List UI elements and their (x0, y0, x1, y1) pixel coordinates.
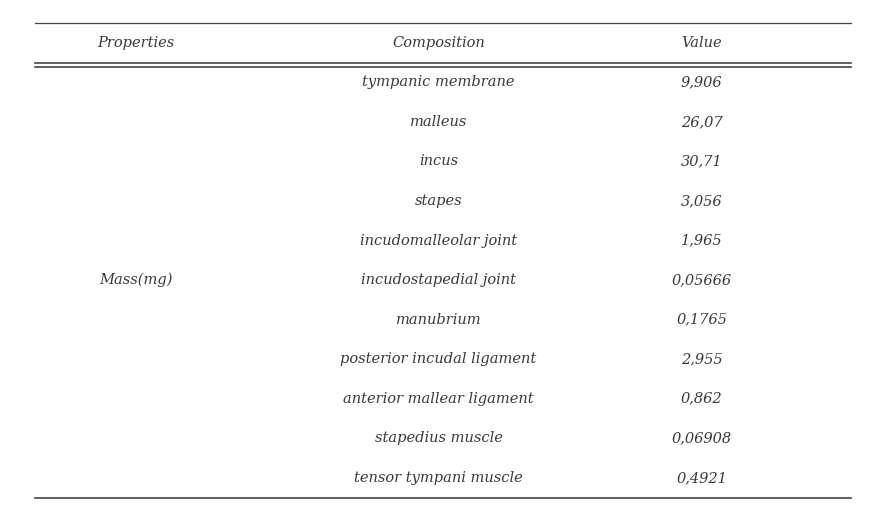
Text: 30,71: 30,71 (681, 155, 723, 168)
Text: 0,06908: 0,06908 (672, 431, 731, 445)
Text: Properties: Properties (97, 36, 175, 50)
Text: 0,1765: 0,1765 (676, 313, 727, 327)
Text: incudomalleolar joint: incudomalleolar joint (360, 233, 517, 248)
Text: 26,07: 26,07 (681, 115, 723, 129)
Text: Value: Value (681, 36, 722, 50)
Text: 3,056: 3,056 (681, 194, 723, 208)
Text: tensor tympani muscle: tensor tympani muscle (354, 471, 523, 485)
Text: 0,4921: 0,4921 (676, 471, 727, 485)
Text: manubrium: manubrium (396, 313, 481, 327)
Text: stapes: stapes (415, 194, 462, 208)
Text: 0,05666: 0,05666 (672, 273, 731, 287)
Text: stapedius muscle: stapedius muscle (374, 431, 503, 445)
Text: anterior mallear ligament: anterior mallear ligament (343, 392, 534, 406)
Text: tympanic membrane: tympanic membrane (362, 75, 515, 90)
Text: Composition: Composition (392, 36, 485, 50)
Text: 0,862: 0,862 (681, 392, 723, 406)
Text: incudostapedial joint: incudostapedial joint (361, 273, 516, 287)
Text: 9,906: 9,906 (681, 75, 723, 90)
Text: 2,955: 2,955 (681, 352, 723, 366)
Text: Mass(mg): Mass(mg) (99, 273, 173, 287)
Text: 1,965: 1,965 (681, 233, 723, 248)
Text: posterior incudal ligament: posterior incudal ligament (340, 352, 537, 366)
Text: incus: incus (419, 155, 458, 168)
Text: malleus: malleus (410, 115, 467, 129)
